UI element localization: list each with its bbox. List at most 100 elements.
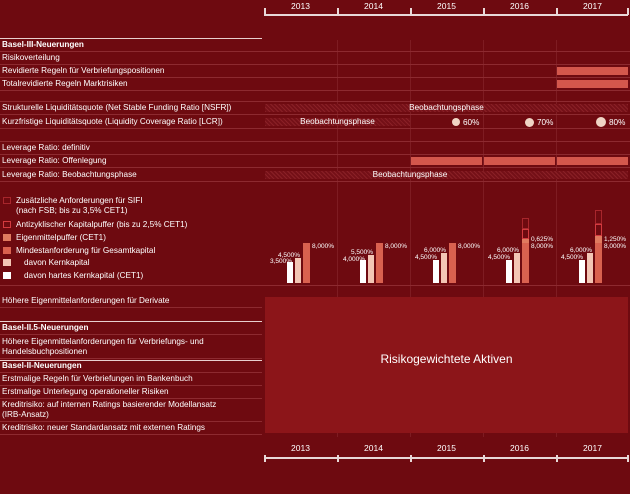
row-lr-beobachtung: Leverage Ratio: Beobachtungsphase bbox=[2, 170, 137, 179]
bar-sifi bbox=[522, 218, 529, 229]
label-kern: 6,000% bbox=[570, 247, 593, 254]
rwa-block bbox=[265, 297, 628, 433]
year-label: 2014 bbox=[364, 1, 383, 11]
legend-swatch-puffer bbox=[3, 234, 11, 241]
row-separator bbox=[0, 307, 262, 308]
bar-kern bbox=[514, 253, 520, 283]
label-kern: 5,500% bbox=[351, 249, 374, 256]
row-separator bbox=[0, 167, 630, 168]
row-separator bbox=[0, 90, 630, 91]
label-cet1: 4,000% bbox=[343, 256, 366, 263]
row-marktrisiken: Totalrevidierte Regeln Marktrisiken bbox=[2, 79, 128, 88]
basel3-header: Basel-III-Neuerungen bbox=[2, 40, 84, 49]
label-puffer: 1,250% bbox=[604, 236, 627, 243]
row-basel25-text-2: Handelsbuchpositionen bbox=[2, 347, 88, 356]
row-separator bbox=[0, 101, 630, 102]
legend-puffer: Eigenmittelpuffer (CET1) bbox=[16, 233, 106, 242]
section-rule bbox=[0, 321, 262, 322]
row-separator bbox=[0, 285, 630, 286]
row-separator bbox=[0, 372, 262, 373]
column-divider bbox=[556, 40, 557, 437]
row-nsfr: Strukturelle Liquiditätsquote (Net Stabl… bbox=[2, 103, 232, 112]
section-rule bbox=[0, 38, 262, 39]
row-risikoverteilung: Risikoverteilung bbox=[2, 53, 60, 62]
row-lr-offenlegung: Leverage Ratio: Offenlegung bbox=[2, 156, 107, 165]
row-sa: Kreditrisiko: neuer Standardansatz mit e… bbox=[2, 423, 205, 432]
phase-label: Beobachtungsphase bbox=[300, 117, 375, 126]
column-divider bbox=[483, 40, 484, 437]
legend-swatch-antizyklisch bbox=[3, 221, 11, 228]
year-label: 2017 bbox=[583, 1, 602, 11]
row-separator bbox=[0, 421, 262, 422]
year-tick bbox=[337, 8, 339, 15]
legend-swatch-cet1 bbox=[3, 272, 11, 279]
bar-mindest bbox=[376, 243, 383, 283]
legend-swatch-mindest bbox=[3, 247, 11, 254]
legend-antizyklisch: Antizyklischer Kapitalpuffer (bis zu 2,5… bbox=[16, 220, 188, 229]
label-mindest: 8,000% bbox=[531, 243, 554, 250]
timeline-bar bbox=[557, 67, 628, 75]
bar-cet1 bbox=[360, 260, 366, 283]
row-lr-definitiv: Leverage Ratio: definitiv bbox=[2, 143, 90, 152]
year-label: 2015 bbox=[437, 443, 456, 453]
year-tick bbox=[627, 8, 629, 15]
bar-puffer bbox=[595, 236, 602, 243]
row-separator bbox=[0, 128, 630, 129]
year-tick bbox=[483, 8, 485, 15]
observation-phase-band bbox=[265, 171, 628, 179]
year-label: 2014 bbox=[364, 443, 383, 453]
lcr-level-label: 70% bbox=[537, 118, 554, 127]
lcr-level-dot bbox=[452, 118, 460, 126]
row-bankenbuch: Erstmalige Regeln für Verbriefungen im B… bbox=[2, 374, 193, 383]
rwa-label: Risikogewichtete Aktiven bbox=[380, 352, 513, 366]
label-cet1: 4,500% bbox=[561, 254, 584, 261]
label-kern: 6,000% bbox=[497, 247, 520, 254]
bar-mindest bbox=[303, 243, 310, 283]
legend-sifi-note: (nach FSB; bis zu 3,5% CET1) bbox=[16, 206, 128, 215]
observation-phase-band bbox=[265, 118, 410, 126]
timeline-bar bbox=[557, 157, 628, 165]
bar-kern bbox=[587, 253, 593, 283]
row-separator bbox=[0, 77, 630, 78]
legend-swatch-sifi bbox=[3, 197, 11, 204]
row-separator bbox=[0, 385, 262, 386]
basel25-header: Basel-II.5-Neuerungen bbox=[2, 323, 89, 332]
row-derivate: Höhere Eigenmittelanforderungen für Deri… bbox=[2, 296, 170, 305]
row-irb: Kreditrisiko: auf internen Ratings basie… bbox=[2, 400, 217, 409]
row-separator bbox=[0, 398, 262, 399]
year-tick bbox=[627, 455, 629, 462]
label-mindest: 8,000% bbox=[458, 243, 481, 250]
year-label: 2016 bbox=[510, 443, 529, 453]
year-tick bbox=[556, 8, 558, 15]
row-separator bbox=[0, 181, 630, 182]
lcr-level-dot bbox=[596, 117, 606, 127]
year-label: 2013 bbox=[291, 443, 310, 453]
bar-kern bbox=[368, 255, 374, 283]
bar-cet1 bbox=[287, 262, 293, 283]
row-basel25-text: Höhere Eigenmittelanforderungen für Verb… bbox=[2, 337, 204, 346]
legend-mindest: Mindestanforderung für Gesamtkapital bbox=[16, 246, 156, 255]
year-label: 2015 bbox=[437, 1, 456, 11]
year-tick bbox=[410, 455, 412, 462]
row-separator bbox=[0, 358, 262, 359]
lcr-level-label: 80% bbox=[609, 118, 626, 127]
label-cet1: 4,500% bbox=[488, 254, 511, 261]
phase-label: Beobachtungsphase bbox=[372, 170, 448, 179]
year-tick bbox=[264, 455, 266, 462]
label-puffer: 0,625% bbox=[531, 236, 554, 243]
year-label: 2017 bbox=[583, 443, 602, 453]
row-separator bbox=[0, 51, 630, 52]
row-oprisk: Erstmalige Unterlegung operationeller Ri… bbox=[2, 387, 169, 396]
observation-phase-band bbox=[265, 104, 628, 112]
legend-cet1: davon hartes Kernkapital (CET1) bbox=[24, 271, 144, 280]
lcr-level-label: 60% bbox=[463, 118, 480, 127]
bar-antizyklisch bbox=[595, 224, 602, 236]
row-separator bbox=[0, 434, 262, 435]
label-kern: 6,000% bbox=[424, 247, 447, 254]
bar-puffer bbox=[522, 239, 529, 243]
bar-mindest bbox=[595, 243, 602, 283]
row-separator bbox=[0, 64, 630, 65]
label-mindest: 8,000% bbox=[385, 243, 408, 250]
year-tick bbox=[264, 8, 266, 15]
row-lcr: Kurzfristige Liquiditätsquote (Liquidity… bbox=[2, 117, 223, 126]
